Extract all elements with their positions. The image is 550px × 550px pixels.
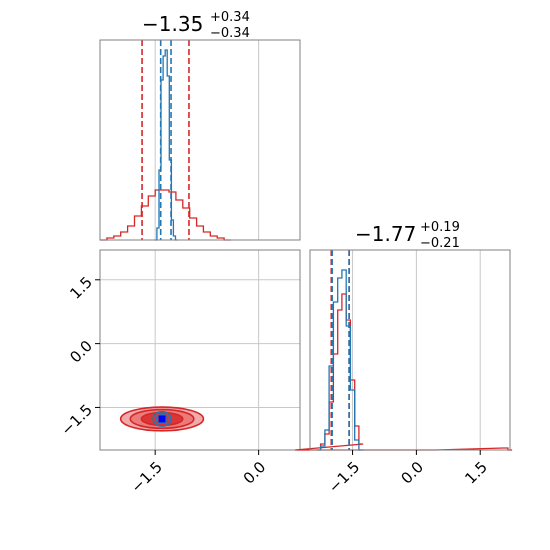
hist-y-red-histogram [295,293,513,451]
panel-hist-x-grid [154,40,260,240]
panel-scatter-2d: −1.5 0.0 −1.5 0.0 1.5 [58,249,301,497]
hist-y-blue-histogram [316,269,364,451]
panel-scatter-2d-frame [99,249,301,451]
panel-hist-y-plot [295,250,513,451]
panel-hist-x-title: −1.35 [142,12,203,36]
panel-hist-y-title-upper: +0.19 [420,220,460,235]
hist-x-red-histogram [100,189,231,241]
panel-hist-y-grid [352,250,481,450]
scatter-2d-ytick-label-2: 1.5 [66,273,96,303]
panel-hist-y-title: −1.77 [355,222,416,246]
scatter-2d-xtick-label-1: 0.0 [240,458,270,488]
hist-y-xtick-label-1: 0.0 [398,458,428,488]
scatter-2d-best-fit-marker [158,415,166,423]
panel-hist-x-plot [100,40,231,241]
panel-hist-x-title-lower: −0.34 [210,26,250,41]
scatter-2d-blue-contour-1 [155,413,169,424]
scatter-2d-ytick-label-1: 0.0 [66,337,96,367]
hist-y-xtick-label-0: −1.5 [325,458,363,496]
scatter-2d-ytick-label-0: −1.5 [58,401,96,439]
hist-y-xtick-label-2: 1.5 [461,458,491,488]
hist-x-blue-histogram [154,49,178,241]
panel-hist-y-title-lower: −0.21 [420,236,460,251]
panel-hist-x-frame [99,39,301,241]
panel-hist-y-frame [309,249,511,451]
panel-scatter-2d-xticks: −1.5 0.0 [127,450,269,497]
panel-hist-x: −1.35 +0.34 −0.34 [99,10,301,241]
panel-hist-y-xticks: −1.5 0.0 1.5 [325,450,491,497]
panel-hist-y: −1.5 0.0 1.5 −1.77 +0.19 −0.21 [295,220,513,497]
panel-hist-x-title-upper: +0.34 [210,10,250,25]
panel-scatter-2d-yticks: −1.5 0.0 1.5 [58,273,100,439]
scatter-2d-xtick-label-0: −1.5 [127,458,165,496]
scatter-2d-blue-contour-0 [152,410,172,427]
panel-scatter-2d-plot [119,406,205,432]
